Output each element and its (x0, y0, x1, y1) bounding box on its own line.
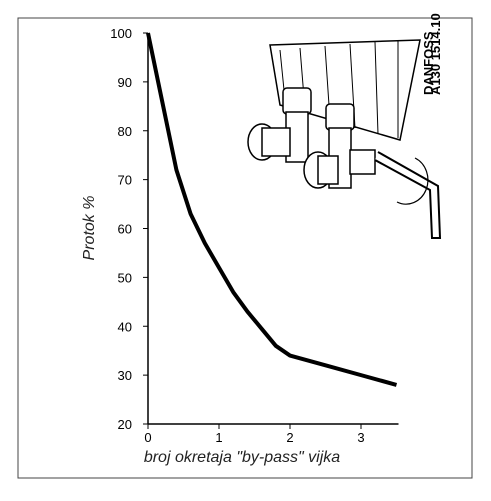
y-tick-label: 20 (118, 417, 132, 432)
y-axis-label: Protok % (81, 196, 98, 261)
y-tick-label: 90 (118, 75, 132, 90)
illustration-label: A130 1514.10 (428, 13, 443, 95)
chart: Protok % broj okretaja "by-pass" vijka 2… (0, 0, 491, 496)
x-tick-label: 3 (357, 430, 364, 445)
y-tick-label: 30 (118, 368, 132, 383)
x-tick-label: 2 (286, 430, 293, 445)
x-tick-label: 1 (215, 430, 222, 445)
y-tick-label: 80 (118, 124, 132, 139)
y-tick-label: 50 (118, 270, 132, 285)
y-tick-label: 40 (118, 319, 132, 334)
y-tick-label: 100 (110, 26, 132, 41)
y-tick-label: 70 (118, 173, 132, 188)
x-tick-label: 0 (144, 430, 151, 445)
y-tick-label: 60 (118, 222, 132, 237)
x-axis-label: broj okretaja "by-pass" vijka (144, 449, 340, 466)
valve-illustration (248, 40, 440, 238)
